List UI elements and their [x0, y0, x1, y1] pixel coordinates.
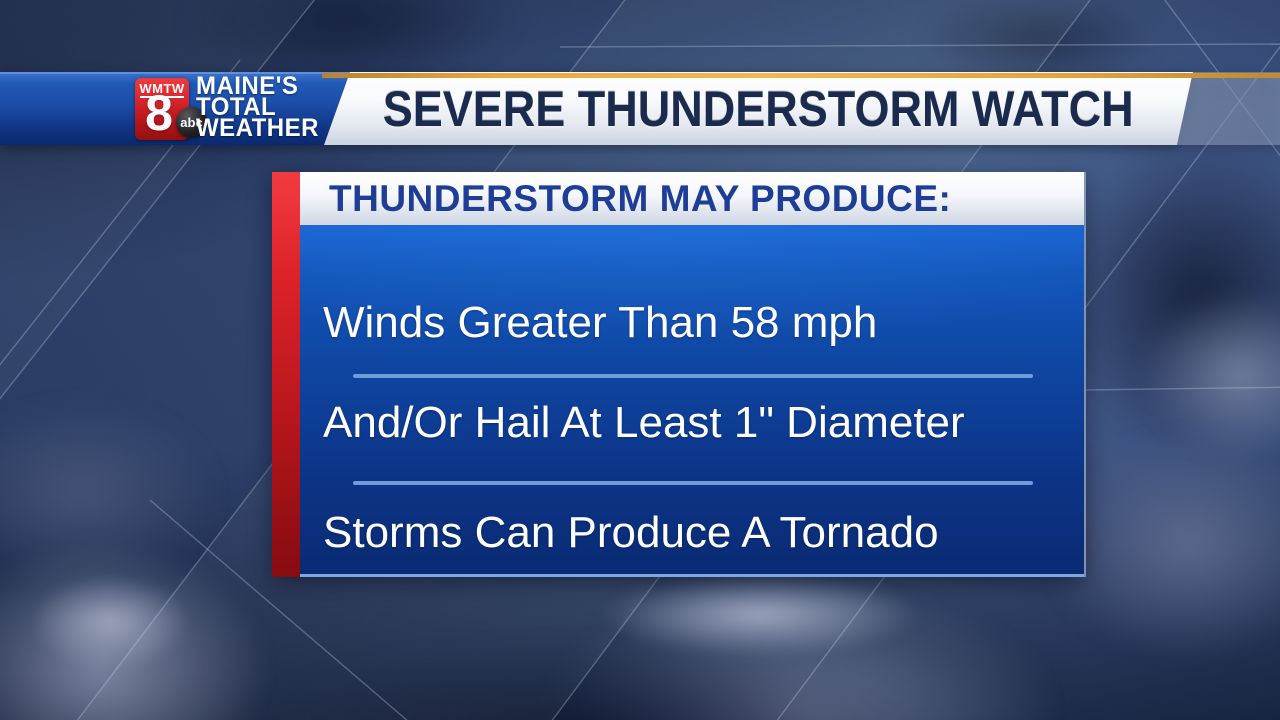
gold-accent-line [322, 73, 1280, 78]
tagline-line-1: MAINE'S [196, 72, 299, 100]
card-header-text: THUNDERSTORM MAY PRODUCE: [329, 177, 952, 219]
wmtw-call-letters: WMTW [139, 81, 185, 96]
hazard-item-hail: And/Or Hail At Least 1" Diameter [323, 398, 965, 447]
wmtw-logo-square: WMTW 8 [135, 78, 189, 140]
banner-frost-right [1177, 72, 1280, 145]
tagline-line-3: WEATHER [196, 114, 319, 142]
card-main: THUNDERSTORM MAY PRODUCE: Winds Greater … [300, 172, 1086, 577]
alert-card: THUNDERSTORM MAY PRODUCE: Winds Greater … [272, 172, 1086, 577]
card-red-stripe [272, 172, 300, 577]
card-header: THUNDERSTORM MAY PRODUCE: [300, 172, 1084, 225]
channel-8-numeral: 8 [145, 85, 173, 141]
wmtw-logo-rule [140, 96, 184, 98]
hazard-item-tornado: Storms Can Produce A Tornado [323, 508, 939, 557]
cloud-bottom-left-small [30, 575, 190, 670]
alert-banner: SEVERE THUNDERSTORM WATCH [324, 72, 1193, 145]
banner-plate [324, 72, 1193, 145]
station-tagline: MAINE'S TOTAL WEATHER [196, 72, 319, 142]
abc-network-icon: abc [176, 107, 207, 138]
card-body: Winds Greater Than 58 mph And/Or Hail At… [300, 225, 1084, 577]
item-divider [353, 481, 1033, 485]
tagline-line-2: TOTAL [196, 93, 277, 121]
item-divider [353, 374, 1033, 378]
header-band: WMTW 8 abc MAINE'S TOTAL WEATHER SEVERE … [0, 72, 1280, 145]
station-logo: WMTW 8 abc MAINE'S TOTAL WEATHER [135, 72, 355, 142]
hazard-item-winds: Winds Greater Than 58 mph [323, 298, 878, 347]
alert-banner-title: SEVERE THUNDERSTORM WATCH [383, 80, 1134, 137]
